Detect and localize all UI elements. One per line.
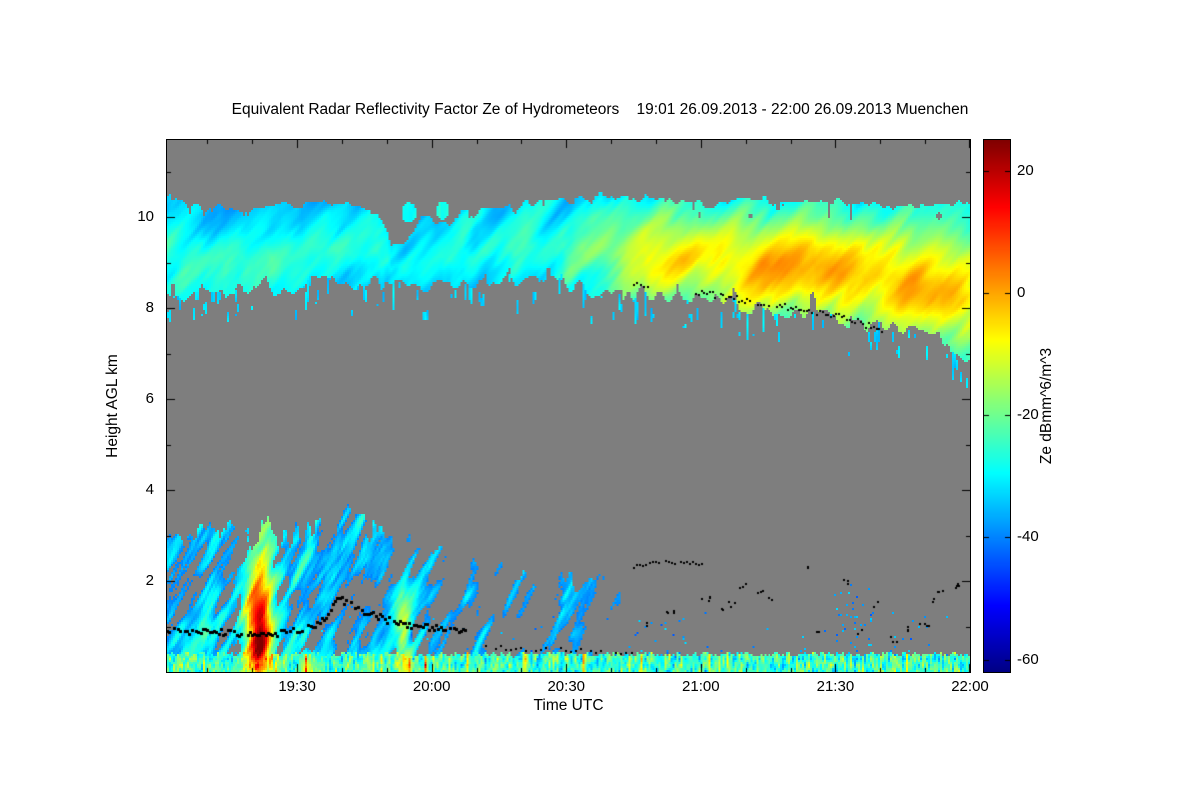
colorbar-tick-label: -20 — [1017, 406, 1039, 424]
dots-overlay-canvas — [167, 140, 970, 672]
y-tick-label: 10 — [137, 208, 154, 226]
x-tick-label: 21:00 — [682, 678, 720, 695]
x-tick-label: 22:00 — [951, 678, 989, 695]
y-tick-label: 4 — [145, 481, 154, 499]
x-tick-label: 20:30 — [547, 678, 586, 695]
y-tick-label: 8 — [145, 299, 154, 317]
colorbar-tick-label: 0 — [1017, 283, 1026, 301]
x-axis-label: Time UTC — [533, 697, 604, 714]
colorbar-canvas — [984, 140, 1010, 672]
colorbar-tick-label: -40 — [1017, 528, 1039, 546]
colorbar-tick-label: -60 — [1017, 650, 1039, 668]
colorbar — [983, 139, 1011, 673]
y-tick-label: 6 — [145, 390, 154, 408]
y-tick-label: 2 — [145, 572, 154, 590]
colorbar-label: Ze dBmm^6/m^3 — [1038, 347, 1055, 465]
x-tick-label: 21:30 — [816, 678, 855, 695]
x-tick-label: 19:30 — [278, 678, 316, 695]
x-tick-label: 20:00 — [412, 678, 451, 695]
chart-title: Equivalent Radar Reflectivity Factor Ze … — [231, 101, 969, 118]
plot-area — [166, 139, 971, 673]
colorbar-tick-label: 20 — [1017, 161, 1034, 179]
